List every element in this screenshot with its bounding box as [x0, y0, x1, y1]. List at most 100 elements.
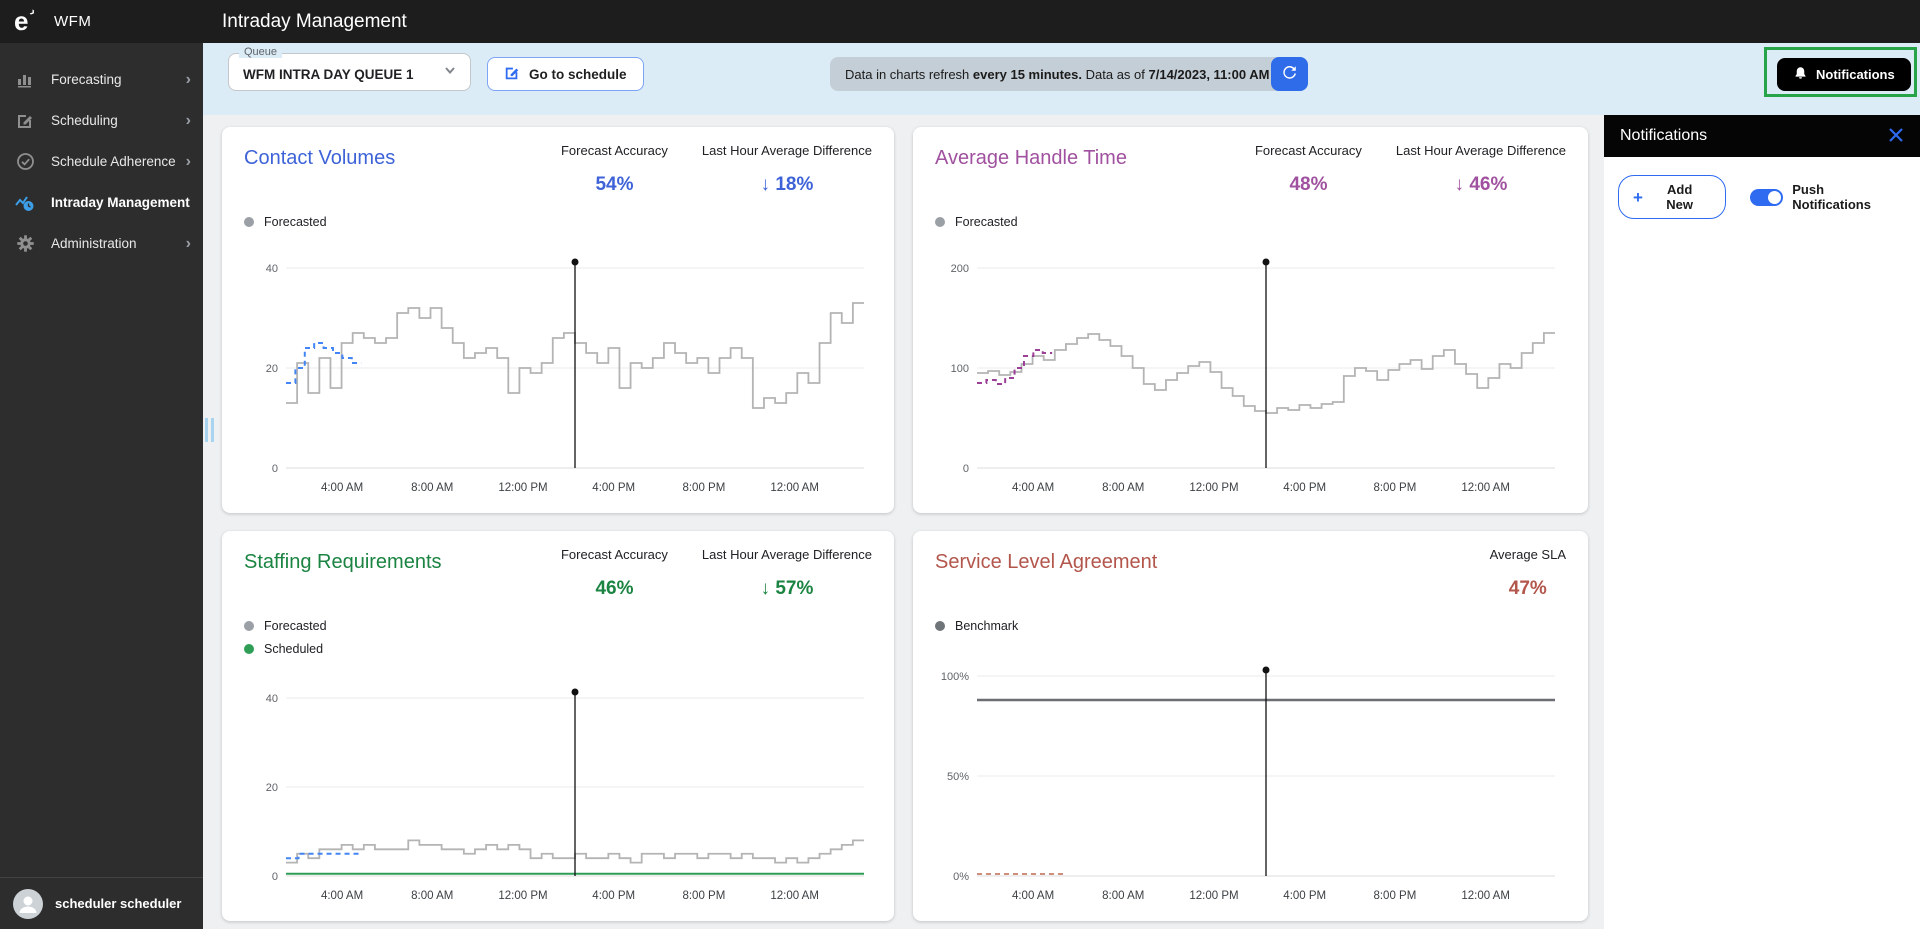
svg-text:12:00 AM: 12:00 AM	[770, 482, 819, 494]
svg-text:4:00 PM: 4:00 PM	[1283, 482, 1326, 494]
svg-text:4:00 AM: 4:00 AM	[1012, 482, 1054, 494]
average-sla-stat: Average SLA 47%	[1489, 547, 1566, 599]
svg-text:8:00 AM: 8:00 AM	[1102, 482, 1144, 494]
svg-text:40: 40	[266, 263, 278, 275]
svg-text:8:00 PM: 8:00 PM	[682, 890, 725, 902]
sidebar-item-administration[interactable]: Administration ›	[0, 223, 203, 264]
notifications-panel-header: Notifications	[1604, 115, 1920, 157]
bell-icon	[1793, 66, 1808, 84]
svg-text:4:00 AM: 4:00 AM	[321, 890, 363, 902]
page-title: Intraday Management	[222, 10, 407, 32]
card-title: Average Handle Time	[935, 147, 1127, 169]
close-button[interactable]	[1888, 127, 1904, 146]
chevron-right-icon: ›	[185, 234, 191, 252]
queue-select[interactable]: Queue WFM INTRA DAY QUEUE 1	[228, 46, 471, 91]
forecast-accuracy-stat: Forecast Accuracy 54%	[560, 143, 668, 195]
svg-text:8:00 AM: 8:00 AM	[411, 482, 453, 494]
svg-text:8:00 PM: 8:00 PM	[682, 482, 725, 494]
svg-text:50%: 50%	[947, 771, 969, 783]
sidebar-item-schedule-adherence[interactable]: Schedule Adherence ›	[0, 141, 203, 182]
main-content: Contact Volumes Forecast Accuracy 54% La…	[203, 115, 1604, 929]
svg-text:12:00 PM: 12:00 PM	[498, 482, 547, 494]
refresh-button[interactable]	[1271, 57, 1308, 91]
sidebar-item-label: Intraday Management	[51, 195, 190, 210]
svg-text:100%: 100%	[941, 671, 969, 683]
svg-text:0%: 0%	[953, 871, 969, 883]
user-menu[interactable]: scheduler scheduler	[0, 877, 203, 929]
svg-text:8:00 PM: 8:00 PM	[1373, 482, 1416, 494]
sidebar-item-intraday-management[interactable]: Intraday Management	[0, 182, 203, 223]
svg-text:8:00 AM: 8:00 AM	[411, 890, 453, 902]
svg-text:20: 20	[266, 782, 278, 794]
drawer-handle[interactable]	[205, 418, 217, 442]
go-to-schedule-label: Go to schedule	[529, 66, 627, 82]
highlight-box: Notifications	[1764, 47, 1917, 97]
intraday-chart-clock-icon	[15, 193, 35, 213]
svg-text:12:00 AM: 12:00 AM	[1461, 890, 1510, 902]
sidebar-item-label: Forecasting	[51, 72, 122, 87]
line-chart: 0 20 40 4:00 AM 8:00 AM 12:00 PM 4:00 PM 8:00 P…	[266, 258, 864, 494]
refresh-icon	[1281, 64, 1298, 84]
svg-text:200: 200	[951, 263, 969, 275]
card-title: Staffing Requirements	[244, 551, 442, 573]
line-chart: 0% 50% 100% 4:00 AM 8:00 AM 12:00 PM 4:00 PM 8:…	[941, 666, 1555, 902]
legend: Forecasted	[935, 206, 1566, 229]
contact-volumes-card: Contact Volumes Forecast Accuracy 54% La…	[222, 127, 894, 513]
svg-text:4:00 PM: 4:00 PM	[1283, 890, 1326, 902]
chevron-right-icon: ›	[185, 70, 191, 88]
svg-text:12:00 AM: 12:00 AM	[1461, 482, 1510, 494]
check-circle-icon	[15, 152, 35, 172]
sidebar-item-scheduling[interactable]: Scheduling ›	[0, 100, 203, 141]
edit-calendar-icon	[504, 65, 520, 84]
notifications-button[interactable]: Notifications	[1777, 58, 1911, 91]
add-new-button[interactable]: + Add New	[1618, 175, 1727, 219]
service-level-agreement-card: Service Level Agreement Average SLA 47% …	[913, 531, 1588, 921]
svg-text:4:00 PM: 4:00 PM	[592, 482, 635, 494]
average-handle-time-chart: 0 100 200 4:00 AM 8:00 AM 12:00 PM 4:00 PM 8:00…	[935, 254, 1566, 503]
line-chart: 0 100 200 4:00 AM 8:00 AM 12:00 PM 4:00 PM 8:00…	[951, 258, 1555, 494]
svg-text:100: 100	[951, 363, 969, 375]
push-notifications-row: Push Notifications	[1750, 182, 1906, 212]
edit-icon	[15, 111, 35, 131]
legend-dot	[244, 621, 254, 631]
legend-dot	[935, 217, 945, 227]
close-icon	[1888, 127, 1904, 146]
svg-text:0: 0	[272, 871, 278, 883]
legend: Forecasted Scheduled	[244, 610, 872, 656]
avatar	[13, 888, 43, 919]
average-handle-time-card: Average Handle Time Forecast Accuracy 48…	[913, 127, 1588, 513]
forecast-accuracy-stat: Forecast Accuracy 46%	[560, 547, 668, 599]
go-to-schedule-button[interactable]: Go to schedule	[487, 57, 644, 91]
legend: Benchmark	[935, 610, 1566, 633]
contact-volumes-chart: 0 20 40 4:00 AM 8:00 AM 12:00 PM 4:00 PM 8:00 P…	[244, 254, 872, 503]
legend-dot	[244, 644, 254, 654]
svg-text:0: 0	[963, 463, 969, 475]
svg-text:0: 0	[272, 463, 278, 475]
queue-select-label: Queue	[239, 46, 283, 58]
chevron-down-icon	[440, 60, 460, 85]
last-hour-difference-stat: Last Hour Average Difference ↓ 57%	[701, 547, 872, 599]
svg-text:12:00 PM: 12:00 PM	[1189, 890, 1238, 902]
legend-dot	[935, 621, 945, 631]
sidebar-item-forecasting[interactable]: Forecasting ›	[0, 59, 203, 100]
svg-text:12:00 PM: 12:00 PM	[1189, 482, 1238, 494]
svg-text:8:00 AM: 8:00 AM	[1102, 890, 1144, 902]
card-title: Contact Volumes	[244, 147, 396, 169]
svg-text:4:00 PM: 4:00 PM	[592, 890, 635, 902]
legend: Forecasted	[244, 206, 872, 229]
staffing-requirements-chart: 0 20 40 4:00 AM 8:00 AM 12:00 PM 4:00 PM 8:00 P…	[244, 684, 872, 911]
sidebar: Forecasting › Scheduling › Schedule Adhe…	[0, 43, 203, 929]
forecast-accuracy-stat: Forecast Accuracy 48%	[1254, 143, 1362, 195]
legend-dot	[244, 217, 254, 227]
sidebar-item-label: Scheduling	[51, 113, 118, 128]
line-chart: 0 20 40 4:00 AM 8:00 AM 12:00 PM 4:00 PM 8:00 P…	[266, 688, 864, 902]
bar-chart-icon	[15, 70, 35, 90]
svg-text:40: 40	[266, 693, 278, 705]
svg-text:8:00 PM: 8:00 PM	[1373, 890, 1416, 902]
app-header: e › WFM Intraday Management	[0, 0, 1920, 43]
last-hour-difference-stat: Last Hour Average Difference ↓ 46%	[1395, 143, 1566, 195]
push-toggle[interactable]	[1750, 188, 1784, 206]
chevron-right-icon: ›	[185, 111, 191, 129]
user-name: scheduler scheduler	[55, 896, 182, 911]
notifications-panel: Notifications + Add New Push Notificatio…	[1604, 115, 1920, 929]
